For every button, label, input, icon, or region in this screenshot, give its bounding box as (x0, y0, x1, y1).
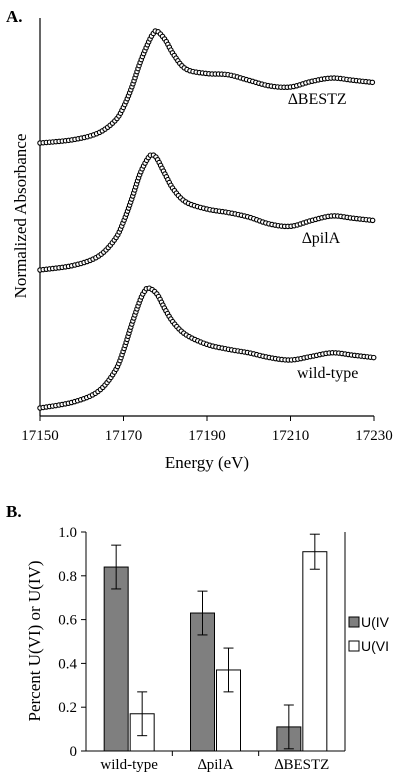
panel-b-y-tick-label: 0 (70, 744, 78, 760)
panel-b-y-tick-label: 0.2 (58, 700, 77, 716)
category-label: ∆pilA (198, 757, 234, 773)
series-line-1 (39, 153, 375, 272)
panel-b: B. 0 0.2 0.4 0.6 0.8 1.0 wild-type ∆pilA ∆BESTZ… (6, 502, 390, 773)
panel-b-y-tick-label: 0.8 (58, 569, 77, 585)
data-point (370, 354, 377, 361)
panel-b-y-ticks: 0 0.2 0.4 0.6 0.8 1.0 (58, 525, 86, 760)
panel-b-legend: U(IV U(VI (348, 614, 390, 654)
panel-a-x-tick-label: 17190 (188, 428, 226, 444)
panel-b-y-tick-label: 0.4 (58, 656, 77, 672)
series-label-0: ∆BESTZ (288, 91, 347, 108)
category-label: ∆BESTZ (274, 757, 329, 773)
series-label-2: wild-type (297, 365, 358, 382)
data-point (369, 217, 376, 224)
panel-b-y-tick-label: 1.0 (58, 525, 77, 541)
panel-a-x-tick-label: 17210 (272, 428, 310, 444)
legend-label-0: U(IV (361, 614, 390, 630)
bar-u-iv (190, 612, 215, 752)
series-line-2 (39, 286, 375, 410)
panel-a-x-axis-title: Energy (eV) (165, 453, 249, 472)
panel-a-label: A. (6, 7, 23, 26)
legend-label-1: U(VI (361, 638, 389, 654)
panel-b-label: B. (6, 502, 22, 521)
bar-u-iv (103, 566, 129, 752)
legend-swatch-0 (348, 616, 360, 628)
panel-a-x-tick-label: 17150 (21, 428, 59, 444)
panel-a-x-ticks: 17150 17170 17190 17210 17230 (21, 416, 393, 444)
data-point (369, 79, 376, 86)
panel-a-x-tick-label: 17230 (355, 428, 393, 444)
legend-swatch-1 (348, 640, 360, 652)
panel-a-x-tick-label: 17170 (105, 428, 143, 444)
panel-a-y-axis-title: Normalized Absorbance (11, 134, 30, 299)
panel-b-bars (103, 533, 328, 752)
panel-b-x-ticks: wild-type ∆pilA ∆BESTZ (100, 751, 329, 773)
panel-b-y-axis-title: Percent U(VI) or U(IV) (25, 561, 44, 722)
panel-b-y-tick-label: 0.6 (58, 613, 77, 629)
panel-a: A. 17150 17170 17190 17210 17230 ∆BESTZ ∆pilA… (6, 7, 393, 472)
category-label: wild-type (100, 757, 158, 773)
bar-u-vi (302, 551, 328, 752)
series-label-1: ∆pilA (302, 230, 341, 247)
panel-a-curves: ∆BESTZ ∆pilA wild-type (37, 28, 377, 411)
series-line-0 (39, 29, 375, 145)
